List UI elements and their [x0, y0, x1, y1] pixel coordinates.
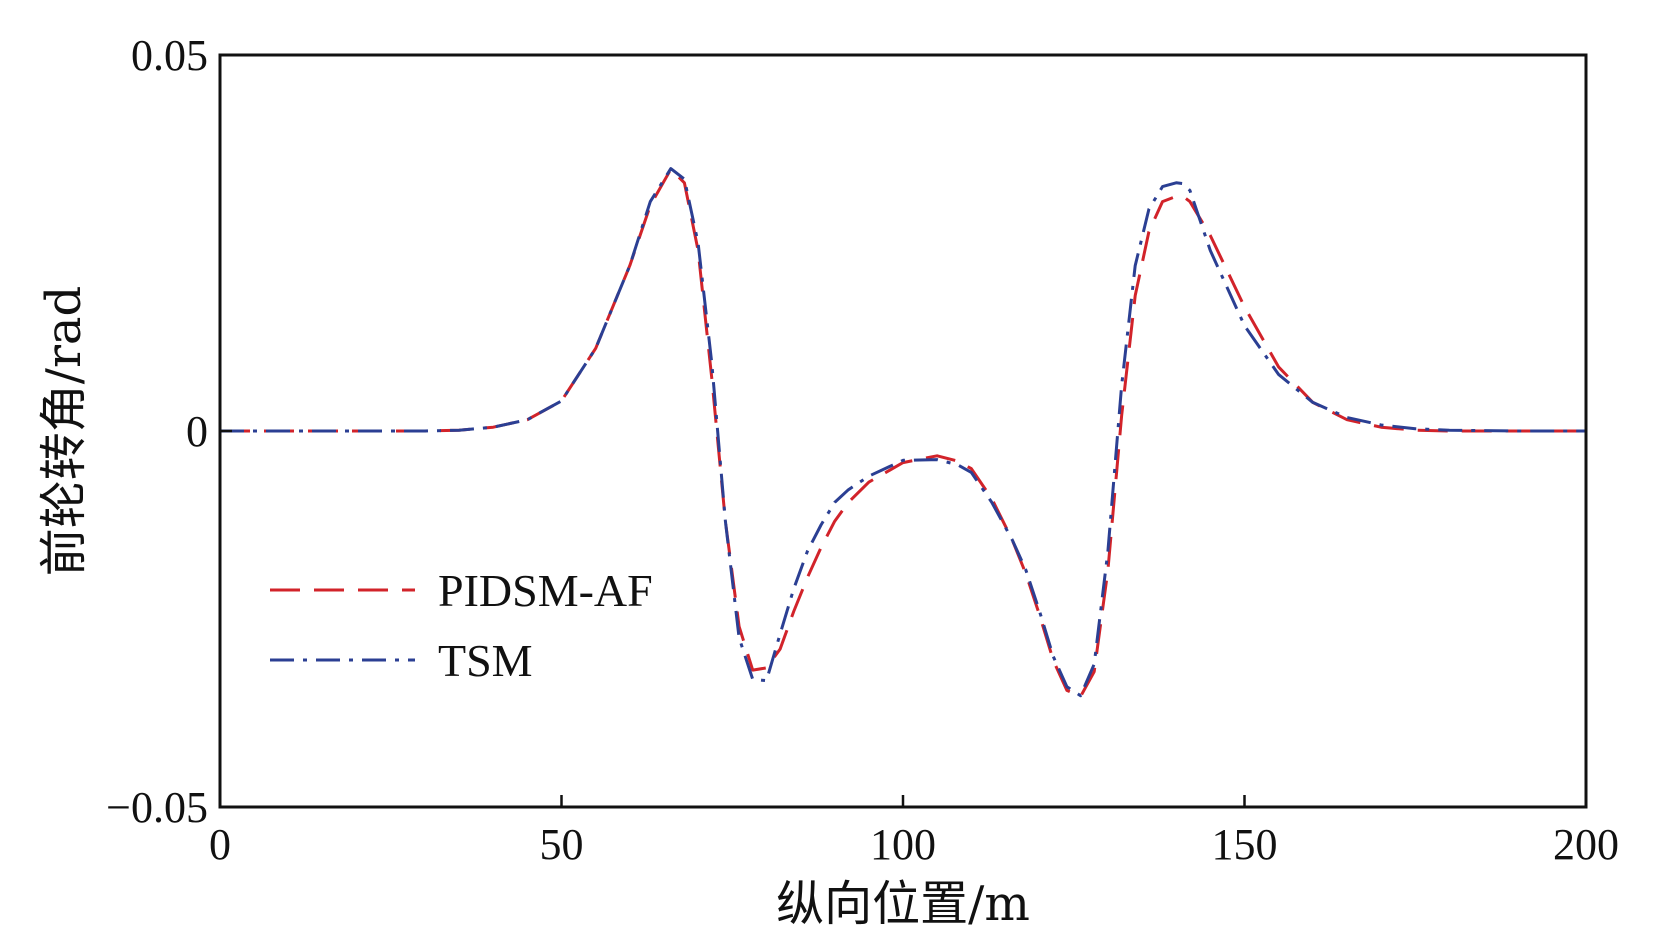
- y-tick-label: 0.05: [131, 31, 208, 80]
- y-axis-title: 前轮转角/rad: [36, 286, 92, 576]
- x-tick-label: 100: [870, 820, 936, 869]
- x-tick-label: 0: [209, 820, 231, 869]
- x-tick-label: 150: [1212, 820, 1278, 869]
- legend: PIDSM-AF TSM: [270, 565, 653, 686]
- legend-label: PIDSM-AF: [438, 565, 653, 616]
- series-line-tsm: [220, 167, 1586, 698]
- y-tick-label: 0: [186, 407, 208, 456]
- y-tick-label: −0.05: [106, 783, 208, 832]
- x-tick-label: 200: [1553, 820, 1619, 869]
- x-axis-title: 纵向位置/m: [776, 876, 1030, 932]
- x-tick-label: 50: [540, 820, 584, 869]
- legend-label: TSM: [438, 635, 533, 686]
- plot-area: [220, 167, 1586, 698]
- series-line-pidsm-af: [220, 167, 1586, 698]
